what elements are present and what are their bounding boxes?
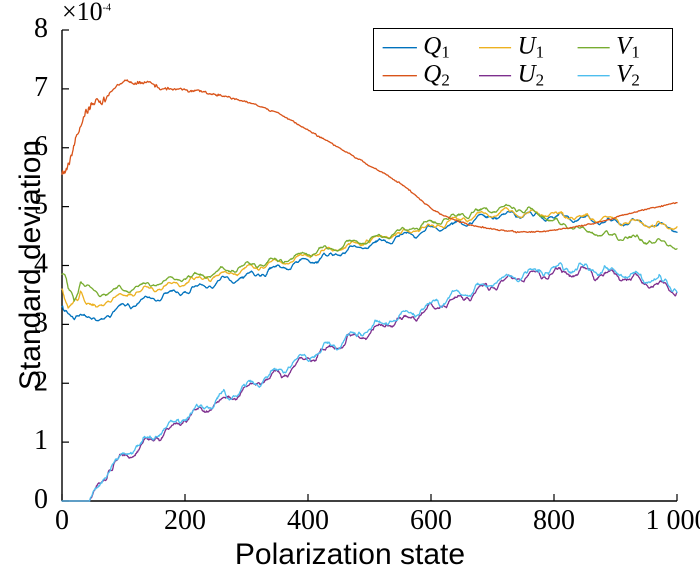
- svg-text:800: 800: [533, 505, 575, 536]
- svg-text:1: 1: [34, 425, 48, 456]
- svg-text:200: 200: [164, 505, 206, 536]
- svg-text:7: 7: [34, 72, 48, 103]
- svg-text:Q2: Q2: [423, 60, 450, 89]
- svg-text:U2: U2: [518, 60, 545, 89]
- svg-text:600: 600: [410, 505, 452, 536]
- svg-text:6: 6: [34, 131, 48, 162]
- svg-text:0: 0: [55, 505, 69, 536]
- svg-text:1 000: 1 000: [646, 505, 700, 536]
- svg-text:V2: V2: [616, 60, 640, 89]
- svg-text:400: 400: [287, 505, 329, 536]
- svg-text:V1: V1: [616, 32, 640, 61]
- svg-text:4: 4: [34, 249, 48, 280]
- svg-text:8: 8: [34, 13, 48, 44]
- svg-text:3: 3: [34, 307, 48, 338]
- svg-text:U1: U1: [518, 32, 545, 61]
- svg-text:0: 0: [34, 484, 48, 515]
- svg-text:Q1: Q1: [423, 32, 450, 61]
- svg-text:2: 2: [34, 366, 48, 397]
- svg-text:5: 5: [34, 190, 48, 221]
